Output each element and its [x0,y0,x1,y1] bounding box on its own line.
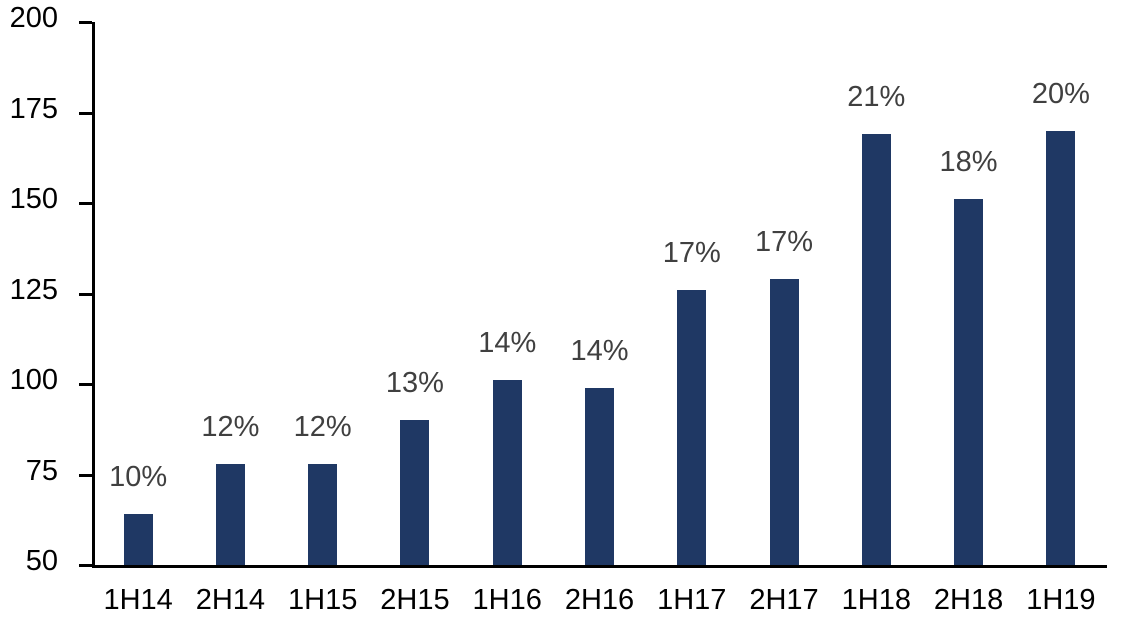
x-tick-label: 1H18 [841,584,911,616]
x-tick-label: 1H19 [1026,584,1096,616]
x-tick-label: 1H16 [472,584,542,616]
x-tick-label: 2H14 [195,584,266,616]
y-tick-mark [79,473,92,477]
bar [1046,130,1076,565]
y-tick-mark [79,202,92,205]
bar [123,514,153,565]
bar-value-label: 10% [109,461,168,494]
x-tick-label: 2H18 [933,584,1004,616]
x-tick-label: 1H17 [657,584,727,616]
y-tick-mark [79,292,92,296]
bar [400,420,430,565]
bar [215,463,245,565]
bar [861,134,891,565]
bar-value-label: 18% [939,146,998,179]
bar-value-label: 17% [662,236,721,269]
bar [492,380,522,565]
bar-value-label: 21% [847,81,906,114]
bar-value-label: 12% [201,410,260,443]
y-tick-label: 150 [9,183,58,215]
x-tick-label: 2H16 [564,584,635,616]
bar-value-label: 13% [385,367,444,400]
bar [954,199,984,565]
y-tick-mark [79,383,92,386]
x-tick-label: 1H15 [288,584,358,616]
bar-value-label: 17% [755,226,814,259]
bar-value-label: 20% [1031,77,1090,110]
y-tick-label: 125 [9,273,58,306]
bar-value-label: 14% [570,334,629,367]
y-tick-mark [79,564,92,567]
y-tick-label: 75 [25,454,58,487]
x-axis-line [92,565,1107,568]
bar [677,289,707,565]
bar [308,463,338,565]
x-tick-label: 2H17 [749,584,819,616]
y-axis-line [92,22,95,568]
y-tick-label: 175 [9,92,58,125]
bar [585,387,614,565]
x-tick-label: 1H14 [103,584,173,616]
y-tick-label: 100 [9,364,58,396]
plot-area: 10% 12% 12% 13% 14% 14% 17% 17% 21% 18% 20% [92,22,1107,565]
x-tick-label: 2H15 [380,584,450,616]
bar-value-label: 14% [478,327,537,360]
y-tick-label: 200 [9,2,58,34]
y-tick-mark [79,111,92,115]
bar [769,279,799,565]
bar-value-label: 12% [293,410,352,443]
y-tick-label: 50 [25,545,58,577]
y-tick-mark [79,21,92,24]
